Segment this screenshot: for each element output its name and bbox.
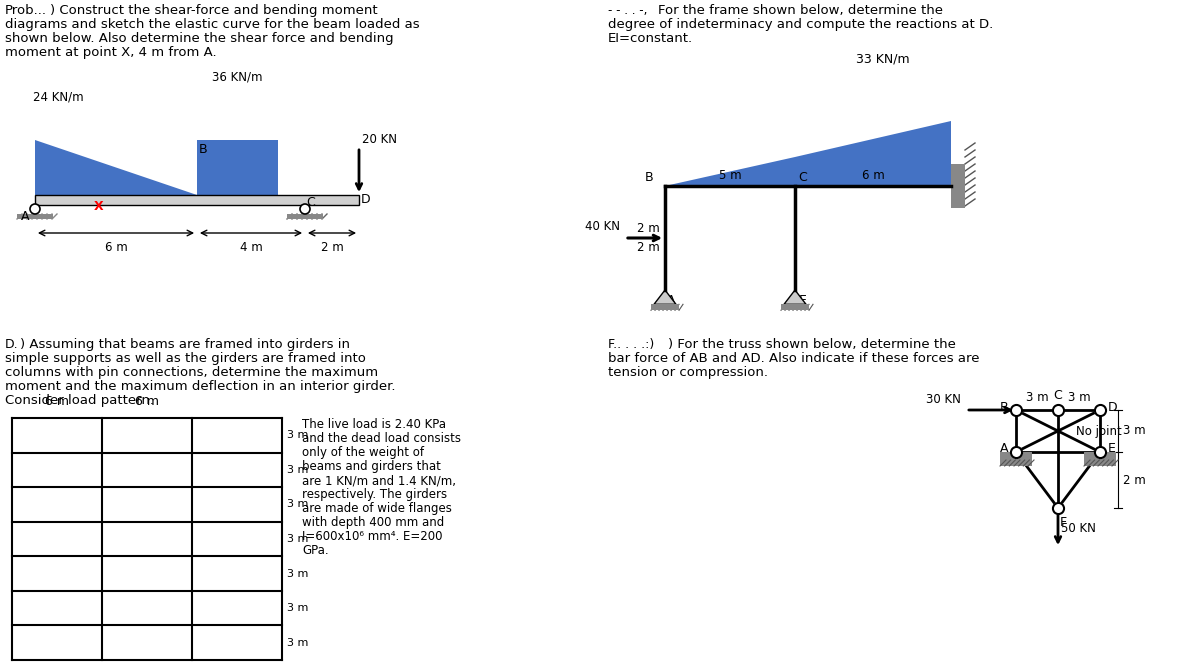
- Text: 3 m: 3 m: [287, 499, 308, 509]
- Text: 6 m: 6 m: [134, 395, 158, 408]
- Text: Prob...: Prob...: [5, 4, 47, 17]
- Text: B: B: [644, 171, 653, 184]
- Text: respectively. The girders: respectively. The girders: [302, 488, 448, 501]
- Text: C: C: [306, 196, 314, 209]
- Circle shape: [300, 204, 310, 214]
- Bar: [781, 304, 809, 310]
- Text: B: B: [1000, 401, 1008, 413]
- Text: E: E: [799, 294, 806, 307]
- Text: 30 KN: 30 KN: [926, 393, 961, 406]
- Text: 3 m: 3 m: [1026, 391, 1049, 404]
- Text: simple supports as well as the girders are framed into: simple supports as well as the girders a…: [5, 352, 366, 365]
- Text: 6 m: 6 m: [104, 241, 127, 254]
- Text: The live load is 2.40 KPa: The live load is 2.40 KPa: [302, 418, 446, 431]
- Text: diagrams and sketch the elastic curve for the beam loaded as: diagrams and sketch the elastic curve fo…: [5, 18, 420, 31]
- Text: D: D: [1108, 401, 1117, 413]
- Text: For the frame shown below, determine the: For the frame shown below, determine the: [658, 4, 943, 17]
- Text: ) For the truss shown below, determine the: ) For the truss shown below, determine t…: [668, 338, 956, 351]
- Text: beams and girders that: beams and girders that: [302, 460, 440, 473]
- Text: 3 m: 3 m: [287, 569, 308, 579]
- Text: only of the weight of: only of the weight of: [302, 446, 424, 459]
- Text: 4 m: 4 m: [240, 241, 263, 254]
- Text: degree of indeterminacy and compute the reactions at D.: degree of indeterminacy and compute the …: [608, 18, 994, 31]
- Polygon shape: [654, 290, 676, 304]
- Text: 50 KN: 50 KN: [1061, 521, 1096, 535]
- Text: 3 m: 3 m: [287, 465, 308, 475]
- Text: bar force of AB and AD. Also indicate if these forces are: bar force of AB and AD. Also indicate if…: [608, 352, 979, 365]
- Text: ) Construct the shear-force and bending moment: ) Construct the shear-force and bending …: [50, 4, 378, 17]
- Text: moment and the maximum deflection in an interior girder.: moment and the maximum deflection in an …: [5, 380, 396, 393]
- Text: columns with pin connections, determine the maximum: columns with pin connections, determine …: [5, 366, 378, 379]
- Text: D: D: [361, 193, 371, 206]
- Bar: [17, 214, 53, 219]
- Text: are made of wide flanges: are made of wide flanges: [302, 502, 452, 515]
- Text: 2 m: 2 m: [637, 222, 660, 235]
- Text: 20 KN: 20 KN: [362, 133, 397, 146]
- Text: No joint: No joint: [1076, 425, 1122, 438]
- Text: ) Assuming that beams are framed into girders in: ) Assuming that beams are framed into gi…: [20, 338, 350, 351]
- Text: 3 m: 3 m: [287, 430, 308, 440]
- Text: D.: D.: [5, 338, 19, 351]
- Text: 2 m: 2 m: [637, 241, 660, 254]
- Text: B: B: [199, 143, 208, 156]
- Text: 3 m: 3 m: [1068, 391, 1091, 404]
- Text: D: D: [954, 171, 964, 184]
- Text: and the dead load consists: and the dead load consists: [302, 432, 461, 445]
- Text: are 1 KN/m and 1.4 KN/m,: are 1 KN/m and 1.4 KN/m,: [302, 474, 456, 487]
- Text: 2 m: 2 m: [320, 241, 343, 254]
- Text: 3 m: 3 m: [287, 534, 308, 544]
- Text: C: C: [1054, 389, 1062, 402]
- Text: shown below. Also determine the shear force and bending: shown below. Also determine the shear fo…: [5, 32, 394, 45]
- Text: 33 KN/m: 33 KN/m: [856, 52, 910, 65]
- Text: A: A: [22, 210, 30, 223]
- Text: EI=constant.: EI=constant.: [608, 32, 694, 45]
- Text: F: F: [1060, 516, 1067, 529]
- Text: 5 m: 5 m: [719, 169, 742, 182]
- Bar: [35, 195, 359, 205]
- Text: moment at point X, 4 m from A.: moment at point X, 4 m from A.: [5, 46, 217, 59]
- Text: C: C: [798, 171, 806, 184]
- Text: 3 m: 3 m: [287, 603, 308, 613]
- Text: 6 m: 6 m: [46, 395, 70, 408]
- Polygon shape: [665, 121, 952, 186]
- Bar: [1000, 452, 1032, 466]
- Text: with depth 400 mm and: with depth 400 mm and: [302, 516, 444, 529]
- Text: - - . . -,: - - . . -,: [608, 4, 647, 17]
- Bar: [952, 164, 965, 208]
- Text: 3 m: 3 m: [1123, 425, 1146, 438]
- Text: 6 m: 6 m: [862, 169, 884, 182]
- Text: F.. . . .:): F.. . . .:): [608, 338, 654, 351]
- Text: A: A: [667, 294, 676, 307]
- Bar: [287, 214, 323, 219]
- Text: 40 KN: 40 KN: [586, 220, 620, 233]
- Text: 3 m: 3 m: [287, 638, 308, 648]
- Text: 36 KN/m: 36 KN/m: [212, 70, 263, 83]
- Bar: [1084, 452, 1116, 466]
- Text: tension or compression.: tension or compression.: [608, 366, 768, 379]
- Text: A: A: [1000, 442, 1008, 456]
- Text: 2 m: 2 m: [1123, 474, 1146, 486]
- Polygon shape: [35, 140, 197, 195]
- Circle shape: [30, 204, 40, 214]
- Bar: [197, 140, 278, 195]
- Text: Consider load pattern.: Consider load pattern.: [5, 394, 154, 407]
- Text: X: X: [94, 200, 103, 213]
- Polygon shape: [784, 290, 806, 304]
- Text: I=600x10⁶ mm⁴. E=200: I=600x10⁶ mm⁴. E=200: [302, 530, 443, 543]
- Text: 24 KN/m: 24 KN/m: [34, 90, 84, 103]
- Text: E: E: [1108, 442, 1116, 456]
- Text: GPa.: GPa.: [302, 544, 329, 557]
- Bar: [650, 304, 679, 310]
